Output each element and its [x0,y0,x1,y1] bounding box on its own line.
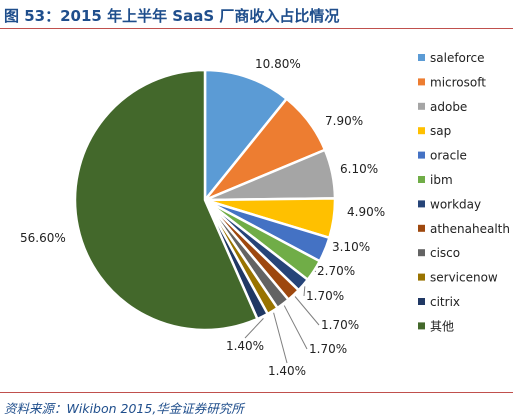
data-label-athenahealth: 1.70% [321,318,359,332]
data-label-servicenow: 1.40% [268,364,306,378]
legend-swatch-workday [418,200,425,208]
legend-label-ibm: ibm [430,173,453,187]
data-label-oracle: 3.10% [332,240,370,254]
legend-label-other11: 其他 [430,319,454,333]
legend-swatch-oracle [418,151,425,159]
legend-label-microsoft: microsoft [430,75,486,89]
legend-label-saleforce: saleforce [430,51,485,65]
legend-swatch-microsoft [418,78,425,86]
source-note: 资料来源：Wikibon 2015,华金证券研究所 [4,401,244,416]
legend-label-athenahealth: athenahealth [430,222,510,236]
legend-label-citrix: citrix [430,295,460,309]
leader-line [294,296,320,326]
legend-swatch-athenahealth [418,224,425,232]
legend-swatch-ibm [418,176,425,183]
leader-line [244,318,264,339]
legend: saleforce microsoft adobe sap oracle ibm workd… [418,51,510,333]
leader-line [314,270,317,273]
data-label-microsoft: 7.90% [325,114,363,128]
legend-swatch-citrix [418,298,425,305]
leader-line [303,286,306,297]
data-label-other11: 56.60% [20,231,66,245]
leader-line [273,312,288,364]
legend-label-workday: workday [430,197,481,211]
pie-slices [73,68,337,332]
pie-chart: 10.80% 7.90% 6.10% 4.90% 3.10% 2.70% 1.70% 1.70… [20,51,510,378]
data-labels: 10.80% 7.90% 6.10% 4.90% 3.10% 2.70% 1.70% 1.70… [20,57,385,378]
legend-swatch-servicenow [418,273,425,281]
legend-label-oracle: oracle [430,149,467,163]
legend-swatch-cisco [418,249,425,257]
legend-label-adobe: adobe [430,100,467,114]
pie-slice-other11 [73,68,259,332]
legend-label-servicenow: servicenow [430,271,498,285]
data-label-ibm: 2.70% [317,264,355,278]
legend-swatch-other11 [418,322,425,330]
data-label-adobe: 6.10% [340,162,378,176]
data-label-cisco: 1.70% [309,342,347,356]
legend-label-cisco: cisco [430,246,460,260]
legend-swatch-saleforce [418,54,425,61]
data-label-sap: 4.90% [347,205,385,219]
title-divider [0,28,513,29]
leader-lines [244,270,320,364]
legend-swatch-sap [418,127,425,135]
source-divider [0,392,513,393]
page-title: 图 53：2015 年上半年 SaaS 厂商收入占比情况 [4,7,340,25]
leader-line [283,305,308,350]
data-label-workday: 1.70% [306,289,344,303]
legend-swatch-adobe [418,102,425,110]
pie-slice-saleforce [203,68,288,202]
data-label-saleforce: 10.80% [255,57,301,71]
legend-label-sap: sap [430,124,451,138]
data-label-citrix: 1.40% [226,339,264,353]
